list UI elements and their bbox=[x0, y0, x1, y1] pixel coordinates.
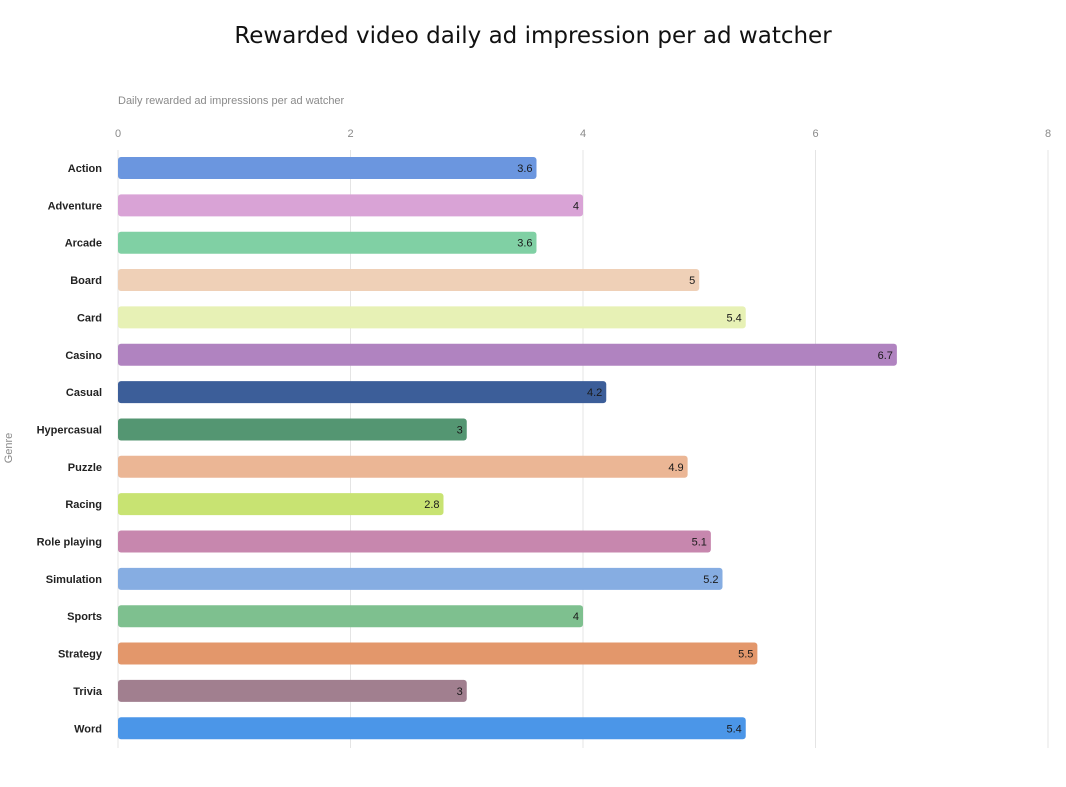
bar-sports[interactable] bbox=[118, 605, 583, 628]
value-label: 3.6 bbox=[517, 163, 532, 175]
category-label: Board bbox=[70, 275, 102, 287]
category-label: Puzzle bbox=[68, 462, 102, 474]
bar-racing[interactable] bbox=[118, 493, 444, 516]
category-label: Strategy bbox=[58, 649, 103, 661]
bar-card[interactable] bbox=[118, 306, 746, 329]
x-tick-label: 6 bbox=[812, 128, 818, 140]
bar-word[interactable] bbox=[118, 717, 746, 740]
value-label: 5 bbox=[689, 275, 695, 287]
category-label: Hypercasual bbox=[37, 424, 102, 436]
bar-strategy[interactable] bbox=[118, 642, 758, 665]
value-label: 3.6 bbox=[517, 238, 532, 250]
x-tick-label: 4 bbox=[580, 128, 586, 140]
value-label: 4.9 bbox=[668, 462, 683, 474]
value-label: 3 bbox=[457, 686, 463, 698]
value-label: 5.1 bbox=[692, 537, 707, 549]
value-label: 4 bbox=[573, 200, 579, 212]
value-label: 5.4 bbox=[726, 312, 741, 324]
bar-trivia[interactable] bbox=[118, 679, 467, 702]
bar-casino[interactable] bbox=[118, 343, 897, 366]
value-label: 4.2 bbox=[587, 387, 602, 399]
bar-board[interactable] bbox=[118, 269, 700, 292]
category-label: Sports bbox=[67, 611, 102, 623]
category-label: Casual bbox=[66, 387, 102, 399]
value-label: 6.7 bbox=[878, 350, 893, 362]
category-label: Trivia bbox=[73, 686, 103, 698]
bar-simulation[interactable] bbox=[118, 567, 723, 590]
bar-arcade[interactable] bbox=[118, 231, 537, 254]
value-labels: 3.6 4 3.6 5 5.4 6.7 4.2 3 4.9 2.8 5.1 5.2 4 5.5 3 5.4 bbox=[424, 163, 893, 735]
category-label: Action bbox=[68, 163, 103, 175]
category-label: Simulation bbox=[46, 574, 103, 586]
category-label: Role playing bbox=[37, 537, 102, 549]
category-label: Word bbox=[74, 723, 102, 735]
chart-title: Rewarded video daily ad impression per a… bbox=[234, 23, 832, 49]
bar-puzzle[interactable] bbox=[118, 455, 688, 478]
category-label: Casino bbox=[65, 350, 102, 362]
bars bbox=[118, 157, 897, 740]
bar-role-playing[interactable] bbox=[118, 530, 711, 553]
bar-casual[interactable] bbox=[118, 381, 607, 404]
value-label: 5.4 bbox=[726, 723, 741, 735]
x-tick-label: 8 bbox=[1045, 128, 1051, 140]
x-axis-label: Daily rewarded ad impressions per ad wat… bbox=[118, 95, 345, 107]
bar-action[interactable] bbox=[118, 157, 537, 179]
value-label: 5.5 bbox=[738, 649, 753, 661]
bar-adventure[interactable] bbox=[118, 194, 583, 217]
category-label: Card bbox=[77, 312, 102, 324]
category-label: Arcade bbox=[65, 238, 102, 250]
value-label: 2.8 bbox=[424, 499, 439, 511]
value-label: 3 bbox=[457, 424, 463, 436]
value-label: 4 bbox=[573, 611, 579, 623]
bar-hypercasual[interactable] bbox=[118, 418, 467, 441]
category-label: Adventure bbox=[48, 200, 102, 212]
y-axis-label: Genre bbox=[3, 433, 15, 464]
x-tick-label: 0 bbox=[115, 128, 121, 140]
x-tick-label: 2 bbox=[347, 128, 353, 140]
value-label: 5.2 bbox=[703, 574, 718, 586]
category-labels: Action Adventure Arcade Board Card Casino Casu… bbox=[37, 163, 103, 735]
category-label: Racing bbox=[65, 499, 102, 511]
x-axis-ticks: 0 2 4 6 8 bbox=[115, 128, 1051, 140]
